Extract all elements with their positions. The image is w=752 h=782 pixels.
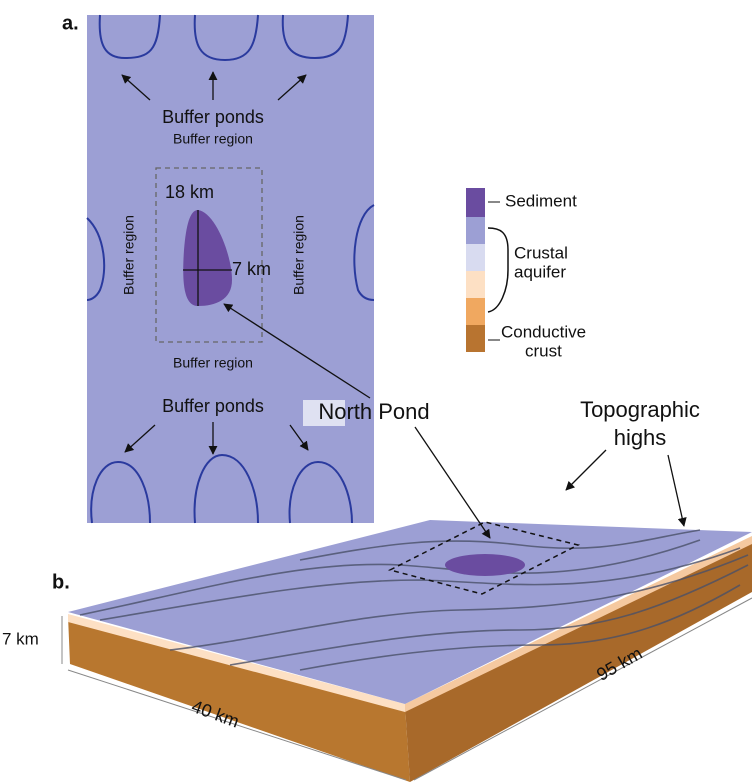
north-pond-label: North Pond — [318, 399, 429, 424]
legend-label: Sediment — [505, 191, 577, 210]
legend-label: Crustal — [514, 243, 568, 262]
figure: a. Buffer ponds Buffer region Buffer reg… — [0, 0, 752, 782]
bracket — [488, 228, 508, 312]
arrow — [566, 450, 606, 490]
panel-a: a. Buffer ponds Buffer region Buffer reg… — [62, 12, 374, 523]
legend-label: crust — [525, 341, 562, 360]
legend-swatch — [466, 271, 485, 298]
topographic-highs-label: highs — [614, 425, 667, 450]
buffer-ponds-label: Buffer ponds — [162, 107, 264, 127]
legend-label: aquifer — [514, 262, 566, 281]
panel-label: b. — [52, 571, 70, 593]
legend-swatch — [466, 244, 485, 271]
buffer-region-label: Buffer region — [173, 355, 253, 371]
legend-swatch — [466, 188, 485, 217]
buffer-region-label: Buffer region — [173, 131, 253, 147]
buffer-region-label: Buffer region — [291, 215, 307, 295]
sediment-pond — [445, 554, 525, 576]
panel-b: b. 7 km 40 km 95 km — [2, 520, 752, 782]
dimension-label: 7 km — [232, 259, 271, 279]
legend: Sediment Crustal aquifer Conductive crus… — [466, 188, 586, 360]
dimension-label: 7 km — [2, 629, 39, 648]
arrow — [668, 455, 684, 526]
dimension-label: 18 km — [165, 182, 214, 202]
legend-swatch — [466, 217, 485, 244]
topographic-highs-label: Topographic — [580, 397, 700, 422]
legend-swatch — [466, 298, 485, 325]
buffer-region-label: Buffer region — [121, 215, 137, 295]
buffer-ponds-label: Buffer ponds — [162, 396, 264, 416]
legend-swatch — [466, 325, 485, 352]
legend-label: Conductive — [501, 322, 586, 341]
panel-label: a. — [62, 12, 79, 34]
